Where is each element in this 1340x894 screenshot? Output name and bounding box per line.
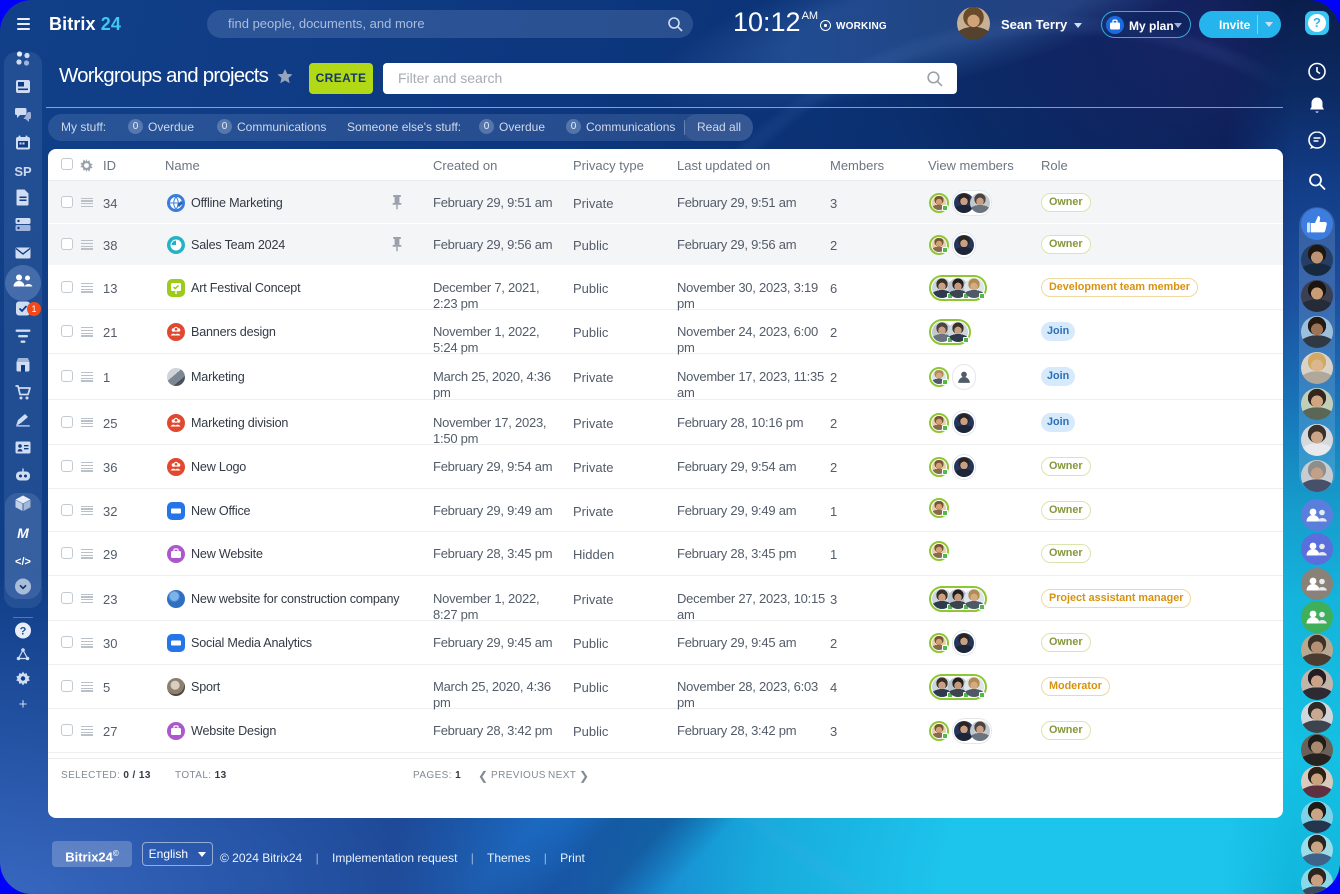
svg-text:?: ? bbox=[20, 626, 27, 638]
